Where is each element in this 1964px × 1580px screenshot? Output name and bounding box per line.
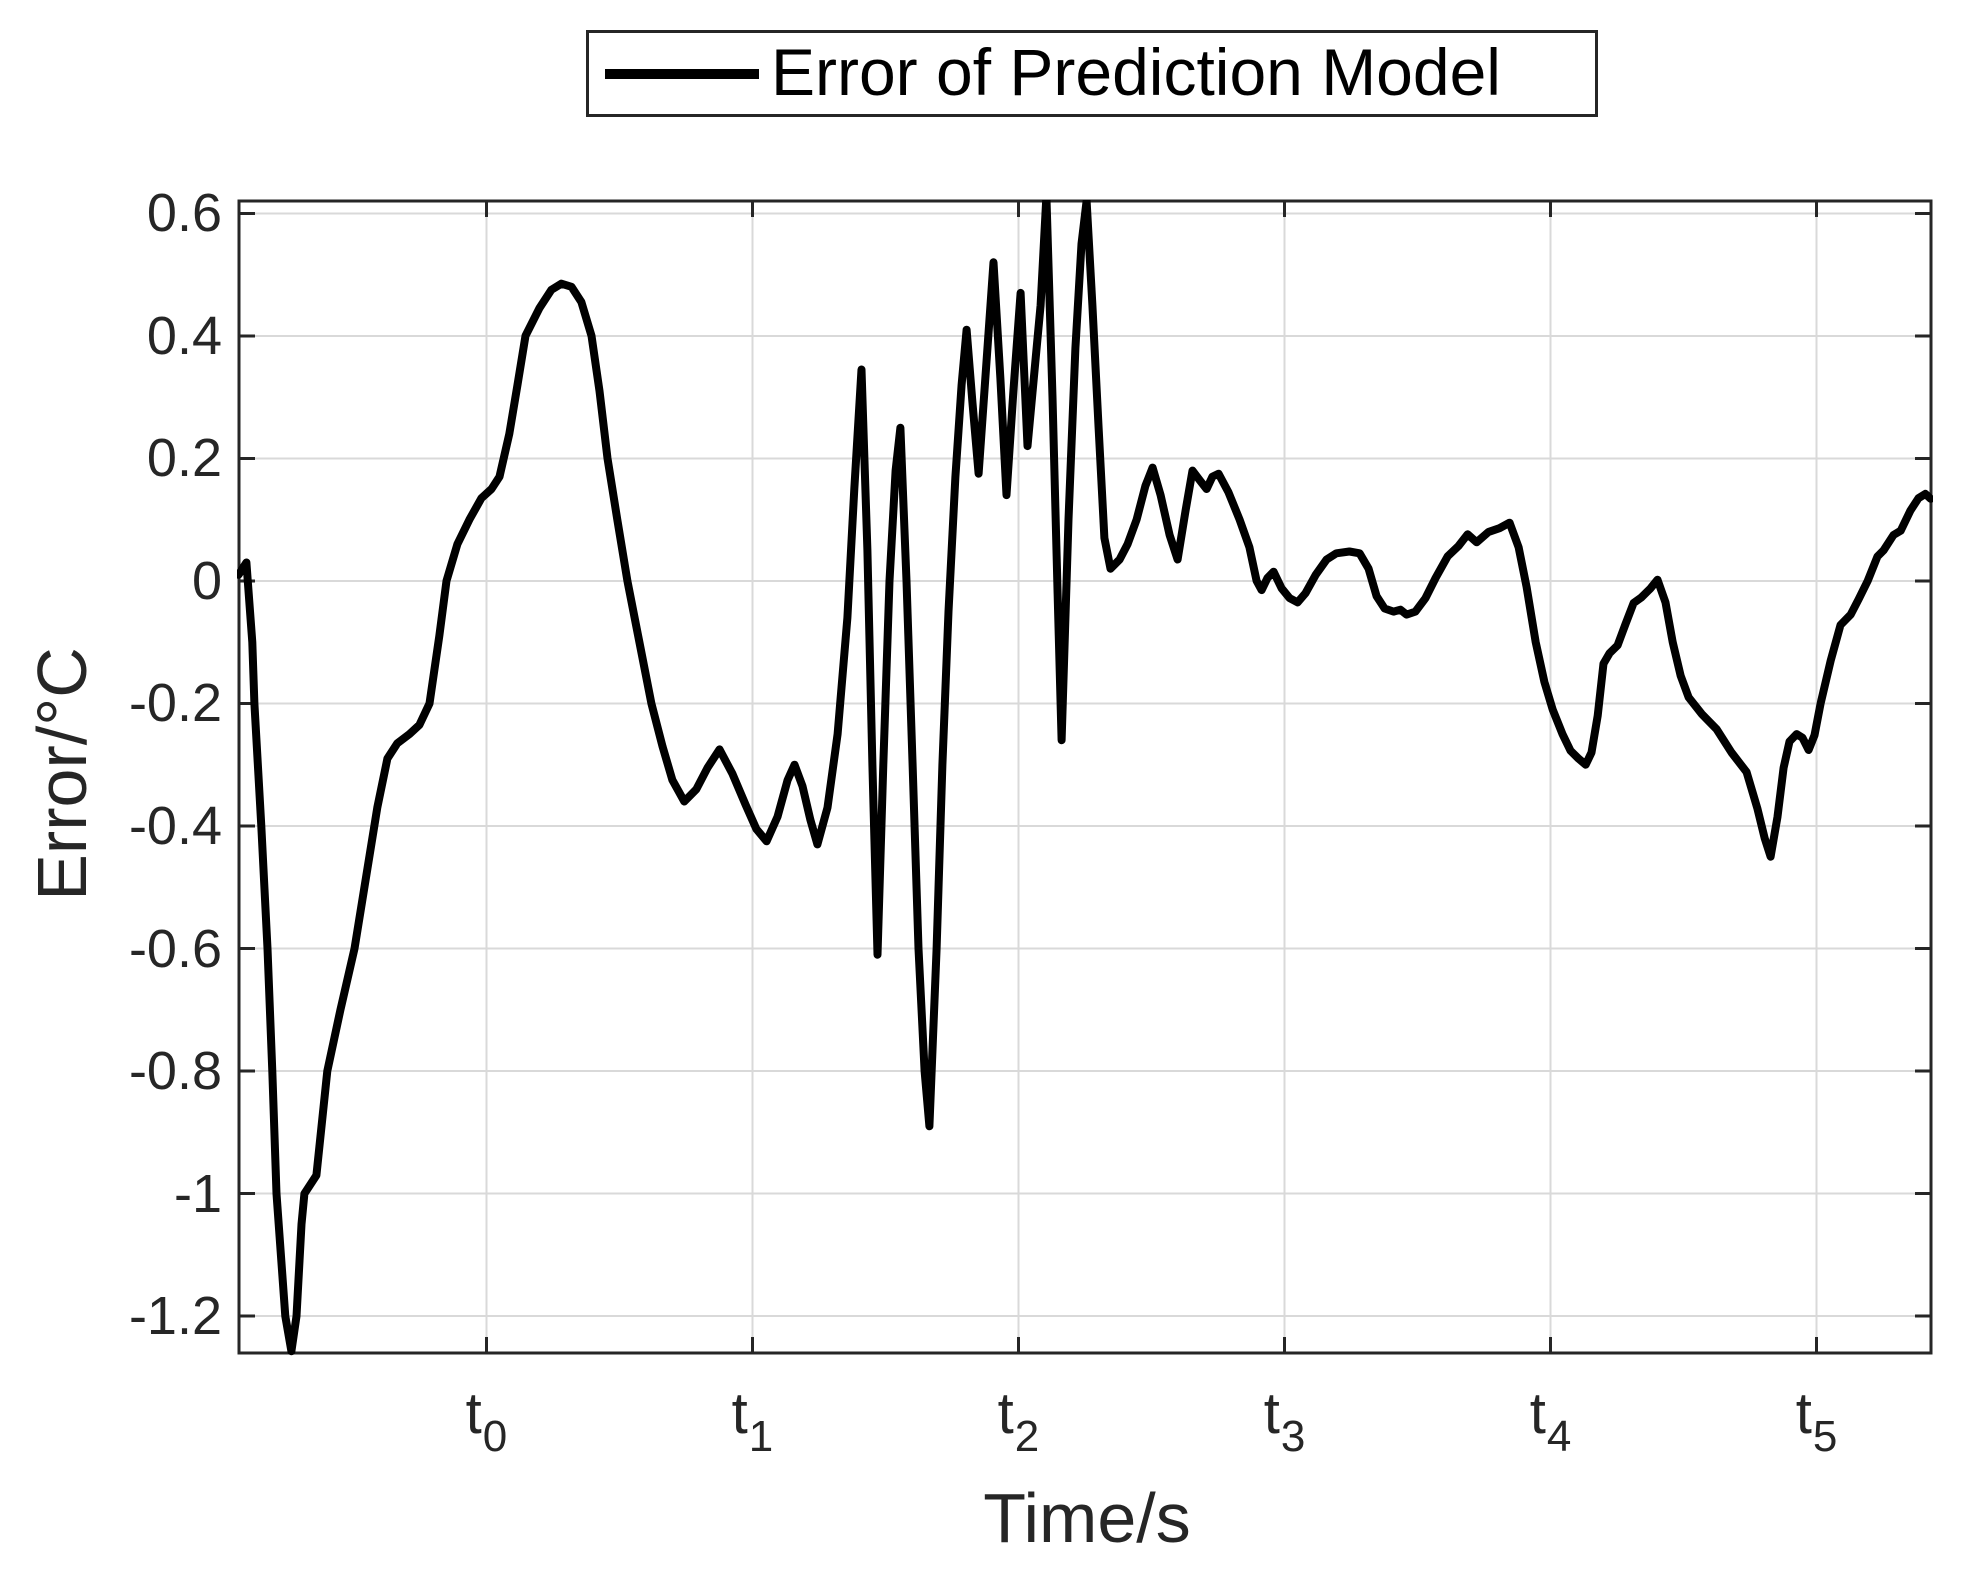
y-axis-title: Error/°C bbox=[23, 647, 101, 901]
legend-line-sample bbox=[605, 68, 759, 79]
error-line-series bbox=[237, 200, 1933, 1356]
legend: Error of Prediction Model bbox=[586, 30, 1598, 117]
legend-label: Error of Prediction Model bbox=[771, 34, 1501, 109]
axes-box bbox=[237, 199, 1933, 1355]
x-axis-title: Time/s bbox=[983, 1479, 1191, 1557]
